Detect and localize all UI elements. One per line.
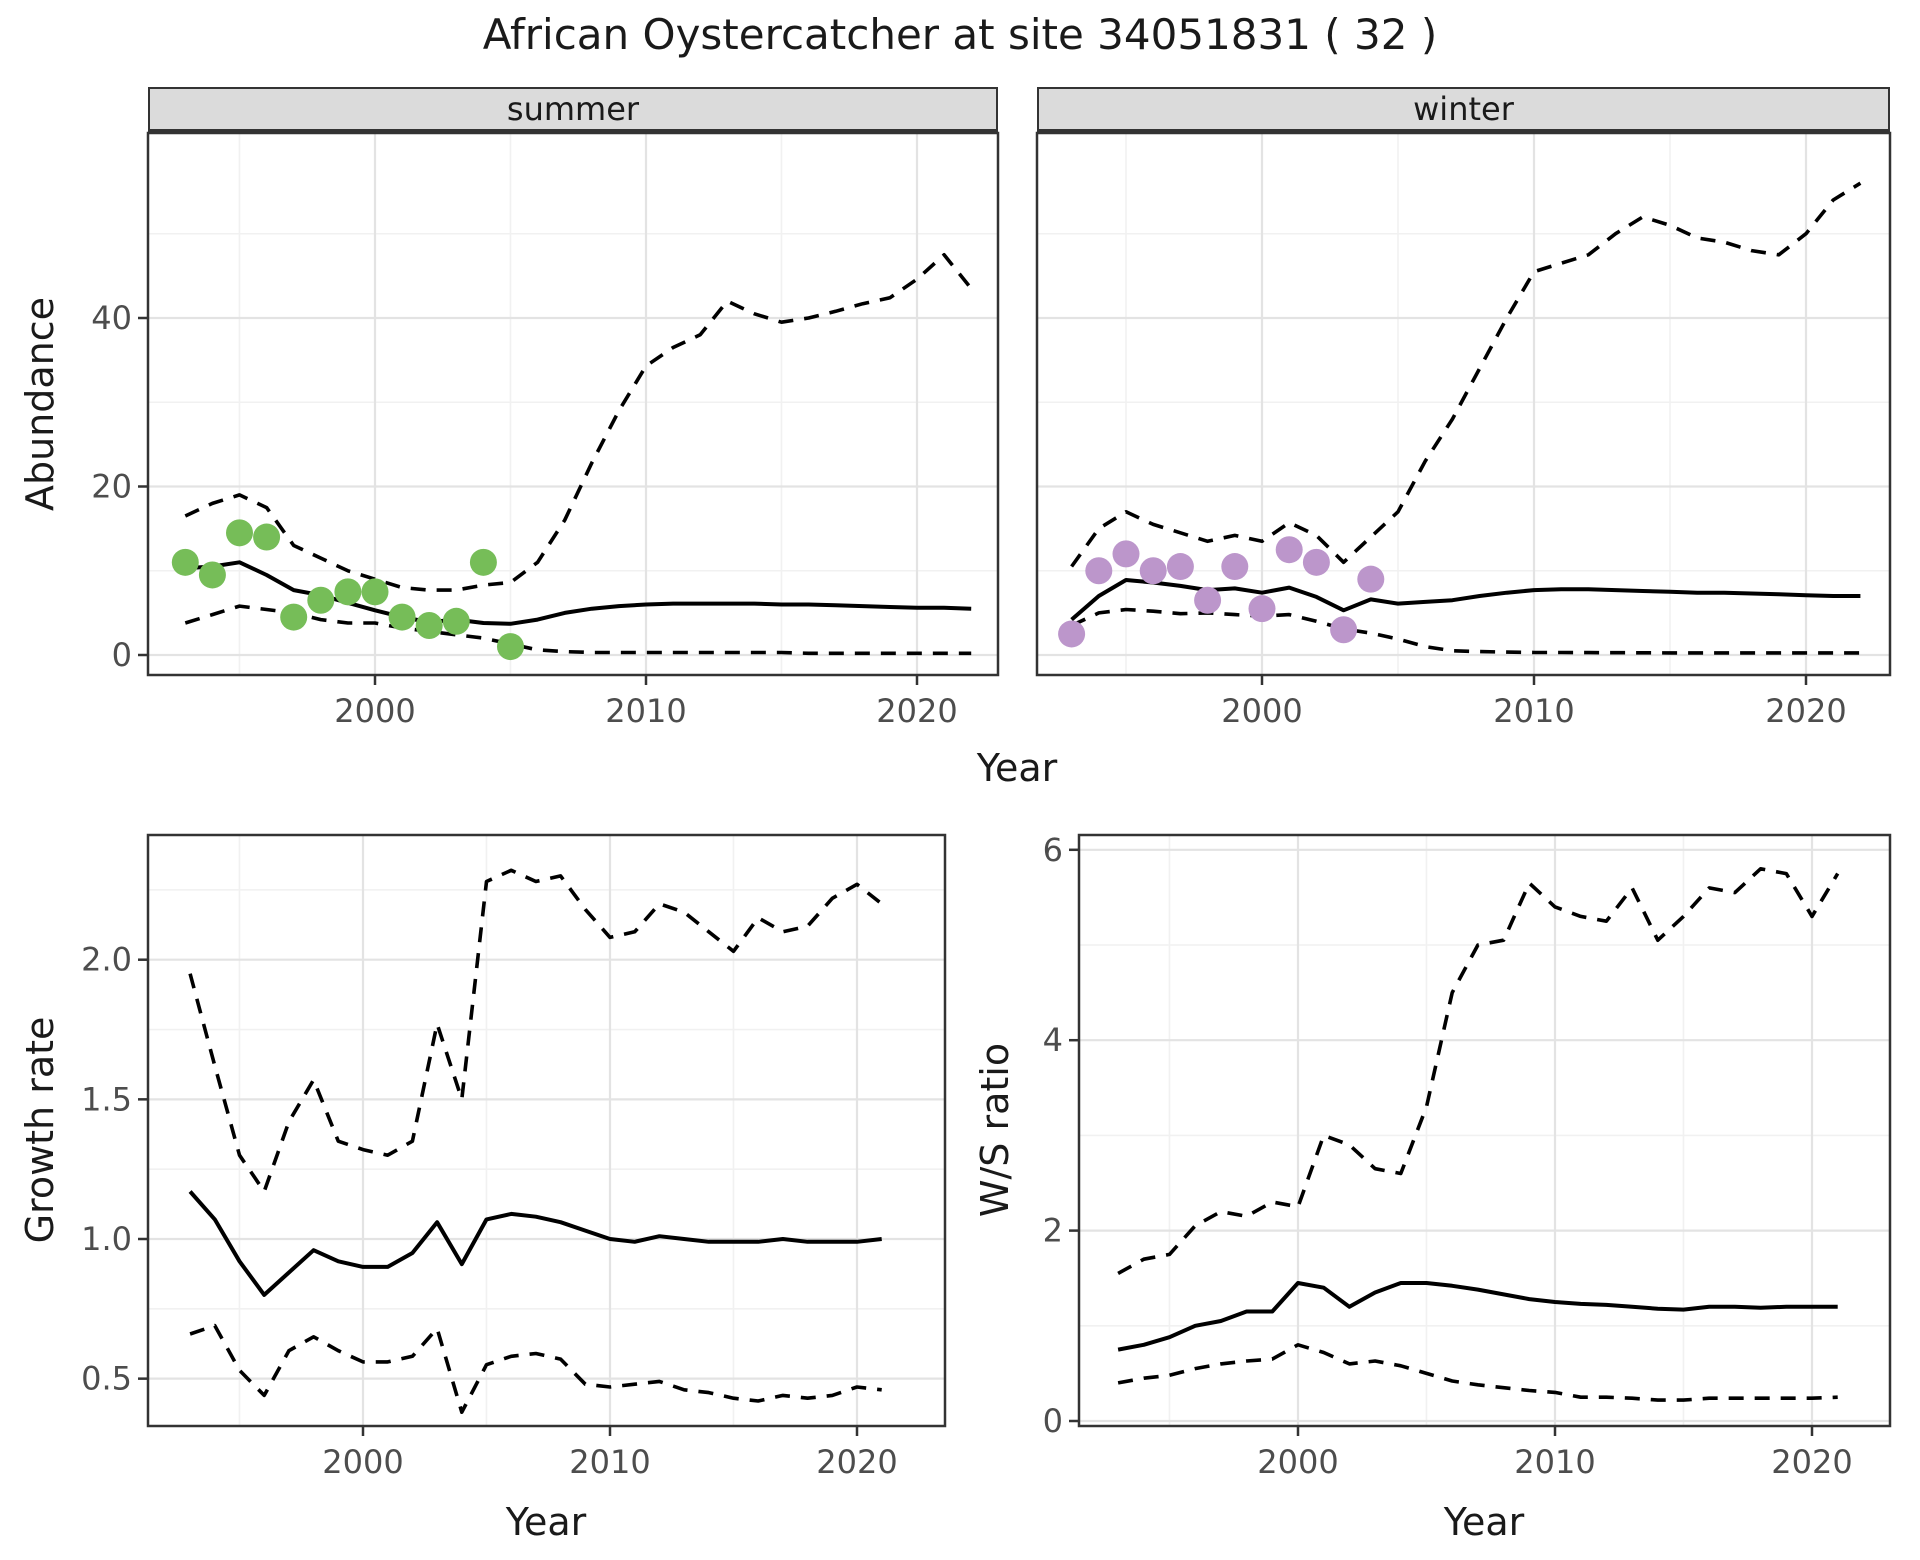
observed-point [1139, 557, 1167, 585]
upper-ci-line [184, 253, 973, 592]
median-line [1117, 1281, 1838, 1352]
observed-point [1302, 548, 1330, 576]
x-axis-title-top: Year [976, 746, 1058, 790]
x-tick-label: 2020 [876, 692, 957, 730]
observed-point [1275, 536, 1303, 564]
x-tick-label: 2000 [322, 1443, 403, 1481]
observed-point [388, 603, 416, 631]
observed-point [334, 578, 362, 606]
x-axis-title-ws-ratio: Year [1443, 1500, 1525, 1544]
median-line [188, 1190, 882, 1297]
lower-ci-line [1117, 1343, 1838, 1402]
observed-point [469, 548, 497, 576]
panel-border [146, 131, 1000, 677]
observed-point [1248, 595, 1276, 623]
chart-title: African Oystercatcher at site 34051831 (… [482, 10, 1438, 59]
observed-point [280, 603, 308, 631]
panel-border [1035, 131, 1892, 677]
y-tick-label: 1.5 [81, 1080, 132, 1118]
x-axis-title-growth-rate: Year [505, 1500, 587, 1544]
observed-point [497, 633, 524, 661]
lower-ci-line [1070, 607, 1861, 655]
observed-point [253, 523, 281, 551]
x-tick-label: 2010 [1493, 692, 1574, 730]
x-tick-label: 2010 [569, 1443, 650, 1481]
observed-point [361, 578, 389, 606]
y-tick-label: 1.0 [81, 1220, 132, 1258]
y-axis-title-ws-ratio: W/S ratio [973, 1042, 1017, 1218]
y-tick-label: 6 [1043, 831, 1063, 869]
x-tick-label: 2000 [1257, 1443, 1338, 1481]
panel-background [1079, 835, 1890, 1426]
observed-point [1330, 616, 1358, 644]
y-tick-label: 2.0 [81, 941, 132, 979]
observed-point [1166, 553, 1194, 581]
observed-point [1085, 557, 1113, 585]
facet-label-summer: summer [506, 90, 640, 128]
y-axis-title-abundance: Abundance [18, 296, 62, 512]
panel-border [1077, 833, 1892, 1428]
observed-point [1357, 565, 1385, 593]
x-tick-label: 2000 [334, 692, 415, 730]
y-tick-label: 4 [1043, 1021, 1063, 1059]
lower-ci-line [189, 1323, 882, 1414]
facet-strip-summer: summer [148, 87, 998, 133]
lower-ci-line [184, 604, 972, 656]
facet-strip-winter: winter [1037, 87, 1890, 133]
facet-label-winter: winter [1413, 90, 1514, 128]
upper-ci-line [1117, 866, 1840, 1275]
upper-ci-line [1070, 181, 1862, 568]
y-axis-title-growth-rate: Growth rate [18, 1016, 62, 1244]
x-tick-label: 2010 [1514, 1443, 1595, 1481]
observed-point [171, 548, 199, 576]
panel-background [148, 133, 998, 675]
x-tick-label: 2000 [1221, 692, 1302, 730]
y-tick-label: 2 [1043, 1212, 1063, 1250]
panel-background [148, 835, 945, 1426]
y-tick-label: 20 [91, 468, 132, 506]
x-tick-label: 2020 [1771, 1443, 1852, 1481]
observed-point [1194, 586, 1222, 614]
x-tick-label: 2020 [816, 1443, 897, 1481]
observed-point [442, 607, 470, 635]
observed-point [198, 561, 226, 589]
observed-point [1112, 540, 1140, 568]
observed-point [1221, 553, 1249, 581]
x-tick-label: 2020 [1765, 692, 1846, 730]
observed-point [307, 586, 335, 614]
panel-border [146, 833, 947, 1428]
y-tick-label: 0 [112, 636, 132, 674]
y-tick-label: 40 [91, 299, 132, 337]
upper-ci-line [188, 868, 883, 1194]
y-tick-label: 0 [1043, 1402, 1063, 1440]
observed-point [1058, 620, 1086, 648]
observed-point [415, 612, 443, 640]
observed-point [226, 519, 253, 547]
x-tick-label: 2010 [605, 692, 686, 730]
y-tick-label: 0.5 [81, 1360, 132, 1398]
